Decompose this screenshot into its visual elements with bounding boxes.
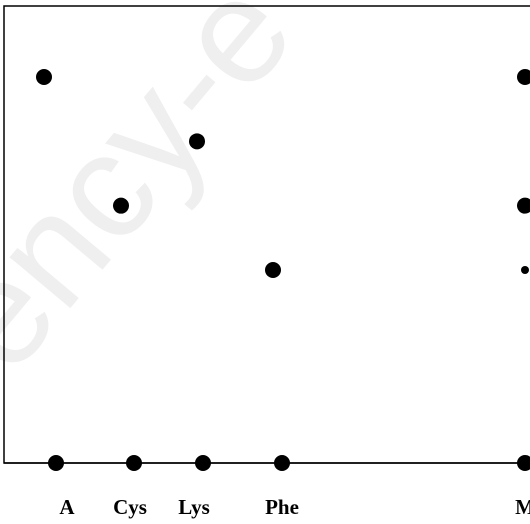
data-point-lys-9 bbox=[195, 455, 211, 471]
x-tick-label-lys: Lys bbox=[178, 495, 210, 519]
data-point-a-0 bbox=[36, 69, 52, 85]
data-point-lys-2 bbox=[189, 133, 205, 150]
data-point-m-6 bbox=[521, 266, 529, 274]
x-tick-label-a: A bbox=[59, 495, 75, 519]
data-point-phe-3 bbox=[265, 262, 281, 278]
data-point-phe-10 bbox=[274, 455, 290, 471]
x-tick-labels: A Cys Lys Phe M bbox=[59, 495, 530, 519]
data-points bbox=[36, 69, 530, 471]
x-tick-label-phe: Phe bbox=[265, 495, 299, 519]
data-point-a-7 bbox=[48, 455, 64, 471]
data-point-m-11 bbox=[517, 455, 530, 471]
watermark: ency-e bbox=[0, 0, 324, 401]
data-point-cys-8 bbox=[126, 455, 142, 471]
data-point-cys-1 bbox=[113, 197, 129, 214]
x-tick-label-m: M bbox=[515, 495, 530, 519]
x-tick-label-cys: Cys bbox=[113, 495, 147, 519]
data-point-m-4 bbox=[517, 69, 530, 85]
data-point-m-5 bbox=[517, 197, 530, 214]
